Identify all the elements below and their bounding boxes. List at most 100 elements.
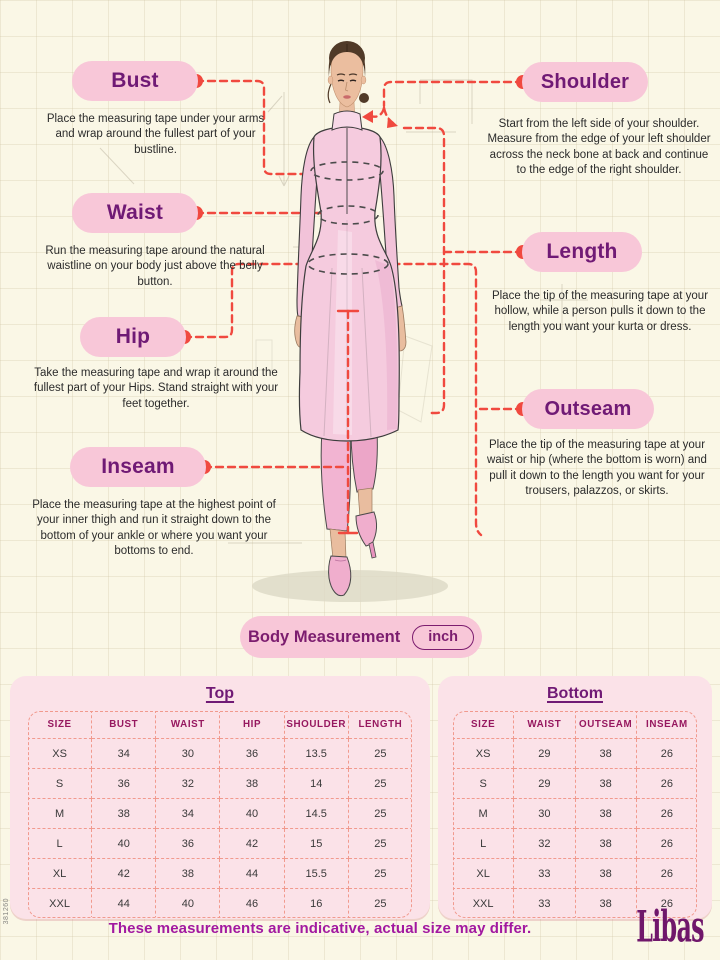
size-row-m: M 30 38 26 — [454, 798, 696, 829]
hip-outseam-connector-line — [182, 262, 483, 537]
column-header-shoulder: SHOULDER — [283, 712, 349, 739]
size-cell: S — [29, 768, 93, 799]
length-label-pill: Length — [522, 232, 642, 272]
side-reference-code: 381260 — [3, 898, 10, 925]
outseam-label: Outseam — [544, 397, 632, 420]
value-cell: 44 — [219, 858, 285, 889]
size-cell: XL — [454, 858, 515, 889]
bust-description: Place the measuring tape under your arms… — [46, 113, 265, 156]
value-cell: 38 — [574, 858, 637, 889]
length-connector-line — [402, 126, 446, 415]
bottom-table-wrapper: SIZE WAIST OUTSEAM INSEAM XS 29 38 26 S 29 38 26 M 30… — [453, 711, 697, 918]
value-cell: 14 — [283, 768, 349, 799]
value-cell: 33 — [513, 888, 576, 917]
column-header-size: SIZE — [454, 712, 515, 739]
shoulder-description: Start from the left side of your shoulde… — [487, 118, 711, 177]
inseam-label-pill: Inseam — [70, 447, 206, 487]
length-label: Length — [546, 240, 618, 263]
value-cell: 26 — [635, 768, 696, 799]
waist-label-pill: Waist — [72, 193, 198, 233]
bottom-table-title: Bottom — [547, 685, 603, 702]
length-description: Place the tip of the measuring tape at y… — [491, 290, 709, 333]
disclaimer-note: These measurements are indicative, actua… — [108, 920, 532, 937]
value-cell: 26 — [635, 738, 696, 769]
size-cell: XS — [454, 738, 515, 769]
value-cell: 26 — [635, 888, 696, 917]
value-cell: 30 — [513, 798, 576, 829]
top-table-wrapper: SIZE BUST WAIST HIP SHOULDER LENGTH XS 34 30 36 13… — [28, 711, 412, 918]
header-row: SIZE BUST WAIST HIP SHOULDER LENGTH — [29, 712, 411, 739]
bust-connector-line — [194, 79, 316, 176]
size-row-s: S 29 38 26 — [454, 768, 696, 799]
value-cell: 32 — [155, 768, 221, 799]
hip-description: Take the measuring tape and wrap it arou… — [33, 367, 279, 410]
top-size-table-box: Top SIZE BUST WAIST HIP SHOULDER LENGTH XS 34 30… — [10, 676, 430, 919]
bust-label-pill: Bust — [72, 61, 198, 101]
size-row-xl: XL 33 38 26 — [454, 858, 696, 889]
bust-label: Bust — [111, 69, 159, 92]
value-cell: 15 — [283, 828, 349, 859]
hip-label-pill: Hip — [80, 317, 186, 357]
value-cell: 25 — [347, 798, 411, 829]
fashion-figure-illustration — [252, 41, 448, 602]
value-cell: 29 — [513, 768, 576, 799]
size-cell: XXL — [29, 888, 93, 917]
value-cell: 29 — [513, 738, 576, 769]
value-cell: 36 — [91, 768, 157, 799]
top-table-title: Top — [205, 685, 235, 702]
value-cell: 26 — [635, 798, 696, 829]
value-cell: 25 — [347, 888, 411, 917]
value-cell: 38 — [574, 888, 637, 917]
shoulder-arrowhead-right — [387, 117, 398, 128]
size-row-xxl: XXL 33 38 26 — [454, 888, 696, 917]
size-cell: L — [454, 828, 515, 859]
bottom-size-table: SIZE WAIST OUTSEAM INSEAM XS 29 38 26 S 29 38 26 M 30… — [454, 712, 696, 917]
shoulder-connector-line — [382, 80, 525, 108]
body-measurement-bar: Body Measurement inch — [240, 616, 482, 658]
hip-measure-ellipse — [307, 253, 389, 275]
size-cell: XL — [29, 858, 93, 889]
top-size-table: SIZE BUST WAIST HIP SHOULDER LENGTH XS 34 30 36 13… — [29, 712, 411, 917]
value-cell: 38 — [155, 858, 221, 889]
value-cell: 36 — [155, 828, 221, 859]
value-cell: 13.5 — [283, 738, 349, 769]
value-cell: 44 — [91, 888, 157, 917]
value-cell: 38 — [574, 828, 637, 859]
floor-shadow — [252, 570, 448, 602]
waist-measure-ellipse — [317, 205, 379, 225]
size-cell: M — [29, 798, 93, 829]
value-cell: 38 — [574, 768, 637, 799]
inseam-description: Place the measuring tape at the highest … — [32, 499, 276, 558]
size-row-l: L 40 36 42 15 25 — [29, 828, 411, 859]
outseam-description: Place the tip of the measuring tape at y… — [487, 439, 707, 498]
value-cell: 26 — [635, 828, 696, 859]
size-row-l: L 32 38 26 — [454, 828, 696, 859]
value-cell: 25 — [347, 738, 411, 769]
value-cell: 25 — [347, 828, 411, 859]
column-header-hip: HIP — [219, 712, 285, 739]
size-row-m: M 38 34 40 14.5 25 — [29, 798, 411, 829]
value-cell: 40 — [91, 828, 157, 859]
value-cell: 34 — [91, 738, 157, 769]
value-cell: 46 — [219, 888, 285, 917]
column-header-size: SIZE — [29, 712, 93, 739]
value-cell: 40 — [219, 798, 285, 829]
value-cell: 38 — [574, 738, 637, 769]
size-cell: S — [454, 768, 515, 799]
value-cell: 33 — [513, 858, 576, 889]
size-cell: L — [29, 828, 93, 859]
value-cell: 40 — [155, 888, 221, 917]
bottom-size-table-box: Bottom SIZE WAIST OUTSEAM INSEAM XS 29 38 26 S 29… — [438, 676, 712, 919]
value-cell: 26 — [635, 858, 696, 889]
column-header-waist: WAIST — [513, 712, 576, 739]
value-cell: 34 — [155, 798, 221, 829]
background-sketch-marks — [99, 79, 588, 544]
value-cell: 38 — [574, 798, 637, 829]
unit-toggle-inch[interactable]: inch — [412, 624, 475, 650]
value-cell: 16 — [283, 888, 349, 917]
value-cell: 25 — [347, 858, 411, 889]
value-cell: 30 — [155, 738, 221, 769]
column-header-inseam: INSEAM — [635, 712, 696, 739]
shoulder-label: Shoulder — [540, 70, 630, 93]
